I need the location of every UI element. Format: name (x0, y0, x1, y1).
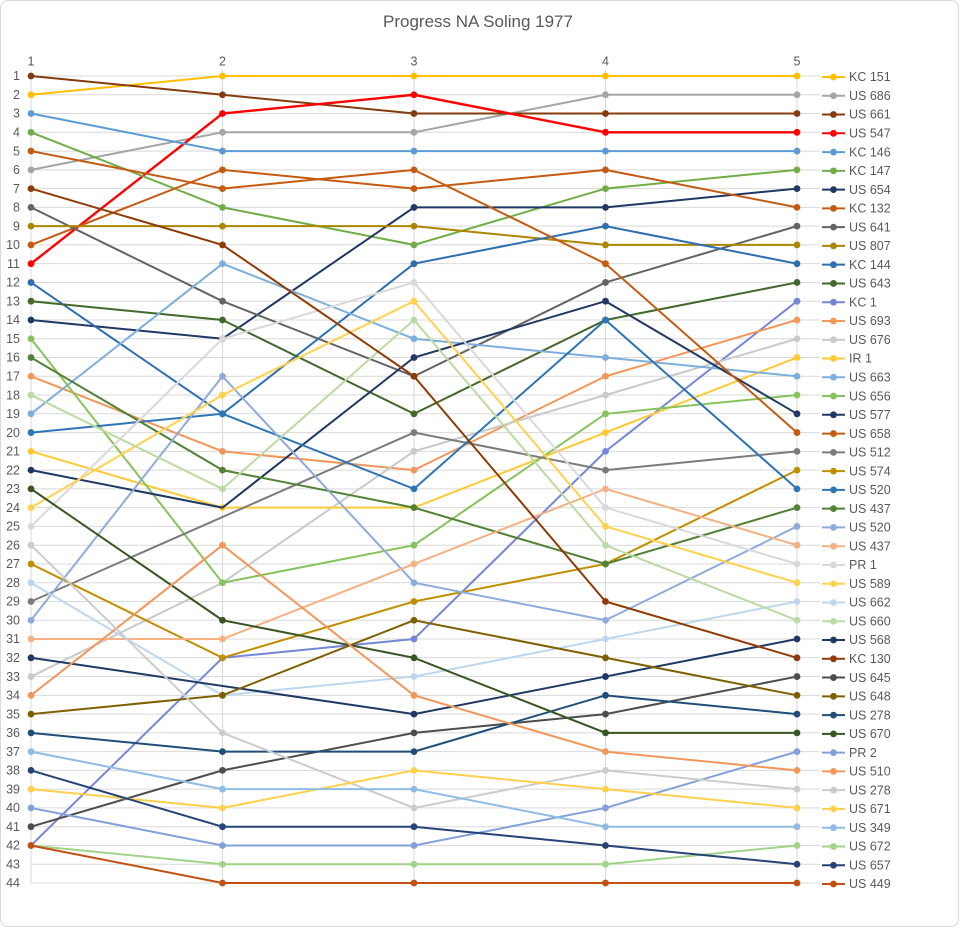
svg-text:US 449: US 449 (849, 877, 891, 891)
svg-text:US 661: US 661 (849, 108, 891, 122)
svg-text:4: 4 (602, 55, 609, 69)
svg-text:20: 20 (6, 426, 20, 440)
svg-text:43: 43 (6, 857, 20, 871)
svg-text:41: 41 (6, 820, 20, 834)
svg-text:US 510: US 510 (849, 765, 891, 779)
svg-text:US 349: US 349 (849, 821, 891, 835)
svg-text:KC 1: KC 1 (849, 295, 877, 309)
svg-text:33: 33 (6, 670, 20, 684)
svg-text:3: 3 (411, 55, 418, 69)
svg-text:11: 11 (7, 257, 20, 271)
svg-text:KC 146: KC 146 (849, 145, 891, 159)
svg-text:KC 151: KC 151 (849, 70, 891, 84)
svg-text:3: 3 (13, 107, 20, 121)
svg-text:2: 2 (219, 55, 226, 69)
svg-text:US 278: US 278 (849, 783, 891, 797)
svg-text:10: 10 (6, 238, 20, 252)
svg-text:44: 44 (6, 876, 20, 890)
svg-text:24: 24 (6, 501, 20, 515)
svg-text:28: 28 (6, 576, 20, 590)
svg-text:12: 12 (6, 276, 20, 290)
svg-text:US 278: US 278 (849, 708, 891, 722)
svg-text:35: 35 (6, 707, 20, 721)
svg-text:US 662: US 662 (849, 596, 891, 610)
svg-text:26: 26 (6, 538, 20, 552)
svg-text:5: 5 (794, 55, 801, 69)
svg-text:US 657: US 657 (849, 858, 891, 872)
svg-text:US 520: US 520 (849, 483, 891, 497)
svg-text:29: 29 (6, 595, 20, 609)
svg-text:US 577: US 577 (849, 408, 891, 422)
svg-text:14: 14 (6, 313, 20, 327)
svg-text:PR 2: PR 2 (849, 746, 877, 760)
svg-text:37: 37 (6, 745, 20, 759)
svg-text:US 568: US 568 (849, 633, 891, 647)
svg-text:US 676: US 676 (849, 333, 891, 347)
svg-text:Progress NA Soling 1977: Progress NA Soling 1977 (383, 12, 573, 31)
svg-text:25: 25 (6, 520, 20, 534)
svg-text:US 656: US 656 (849, 389, 891, 403)
svg-text:42: 42 (6, 839, 20, 853)
svg-text:US 645: US 645 (849, 671, 891, 685)
svg-text:US 686: US 686 (849, 89, 891, 103)
svg-text:US 654: US 654 (849, 183, 891, 197)
svg-text:US 589: US 589 (849, 577, 891, 591)
svg-text:PR 1: PR 1 (849, 558, 877, 572)
svg-text:KC 144: KC 144 (849, 258, 891, 272)
svg-text:34: 34 (6, 689, 20, 703)
svg-text:US 807: US 807 (849, 239, 891, 253)
svg-text:7: 7 (13, 182, 20, 196)
svg-text:IR 1: IR 1 (849, 352, 872, 366)
svg-text:US 660: US 660 (849, 614, 891, 628)
svg-text:16: 16 (6, 351, 20, 365)
svg-text:KC 130: KC 130 (849, 652, 891, 666)
svg-text:15: 15 (6, 332, 20, 346)
svg-text:US 641: US 641 (849, 220, 891, 234)
svg-text:38: 38 (6, 764, 20, 778)
svg-text:US 512: US 512 (849, 446, 891, 460)
svg-text:1: 1 (13, 69, 20, 83)
svg-text:US 437: US 437 (849, 539, 891, 553)
svg-text:KC 132: KC 132 (849, 202, 891, 216)
svg-text:US 663: US 663 (849, 370, 891, 384)
svg-text:US 437: US 437 (849, 502, 891, 516)
svg-text:18: 18 (6, 388, 20, 402)
svg-text:23: 23 (6, 482, 20, 496)
svg-text:US 693: US 693 (849, 314, 891, 328)
svg-text:27: 27 (6, 557, 20, 571)
svg-text:US 672: US 672 (849, 840, 891, 854)
svg-text:39: 39 (6, 782, 20, 796)
svg-text:US 547: US 547 (849, 127, 891, 141)
svg-text:US 520: US 520 (849, 521, 891, 535)
svg-text:1: 1 (28, 55, 35, 69)
svg-text:31: 31 (6, 632, 20, 646)
svg-text:US 574: US 574 (849, 464, 891, 478)
svg-text:40: 40 (6, 801, 20, 815)
svg-text:KC 147: KC 147 (849, 164, 891, 178)
svg-text:US 671: US 671 (849, 802, 891, 816)
svg-text:36: 36 (6, 726, 20, 740)
svg-text:30: 30 (6, 613, 20, 627)
svg-text:5: 5 (13, 144, 20, 158)
svg-text:2: 2 (13, 88, 20, 102)
svg-text:13: 13 (6, 294, 20, 308)
svg-text:US 648: US 648 (849, 690, 891, 704)
svg-text:9: 9 (13, 219, 20, 233)
svg-text:19: 19 (6, 407, 20, 421)
svg-text:6: 6 (13, 163, 20, 177)
svg-text:17: 17 (6, 369, 20, 383)
svg-text:32: 32 (6, 651, 20, 665)
svg-text:4: 4 (13, 126, 20, 140)
svg-text:21: 21 (6, 445, 20, 459)
svg-text:8: 8 (13, 201, 20, 215)
svg-text:US 643: US 643 (849, 277, 891, 291)
svg-text:US 670: US 670 (849, 727, 891, 741)
svg-text:22: 22 (6, 463, 20, 477)
svg-text:US 658: US 658 (849, 427, 891, 441)
